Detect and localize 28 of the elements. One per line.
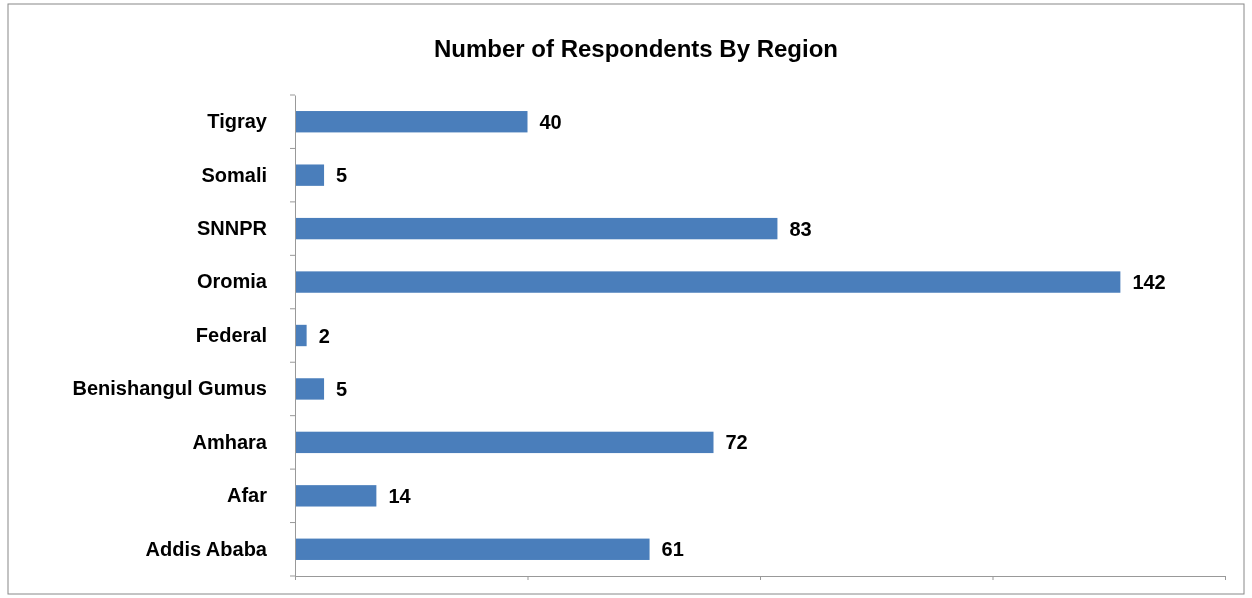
bar <box>295 538 650 560</box>
data-label: 5 <box>336 164 348 187</box>
data-label: 14 <box>388 484 412 507</box>
bar <box>295 271 1121 293</box>
bar <box>295 485 377 507</box>
data-label: 83 <box>789 217 812 240</box>
data-label: 61 <box>661 538 684 561</box>
y-tick-label: Oromia <box>196 270 268 293</box>
data-label: 5 <box>336 377 348 400</box>
y-tick-label: Benishangul Gumus <box>72 377 267 400</box>
y-tick-label: Tigray <box>207 110 268 133</box>
bar <box>295 164 325 186</box>
y-tick-label: Amhara <box>192 430 268 453</box>
bar <box>295 378 325 400</box>
data-label: 142 <box>1132 271 1166 294</box>
bar <box>295 111 528 133</box>
data-label: 2 <box>318 324 330 347</box>
y-tick-label: Somali <box>201 163 267 186</box>
bar <box>295 324 307 347</box>
y-tick-label: Federal <box>195 323 267 346</box>
bar <box>295 431 714 454</box>
bar <box>295 217 778 240</box>
data-label: 72 <box>725 431 748 454</box>
chart-title: Number of Respondents By Region <box>433 35 839 62</box>
y-tick-label: Addis Ababa <box>145 537 268 560</box>
y-tick-label: SNNPR <box>196 217 268 240</box>
data-label: 40 <box>539 110 562 133</box>
y-tick-label: Afar <box>226 484 268 507</box>
